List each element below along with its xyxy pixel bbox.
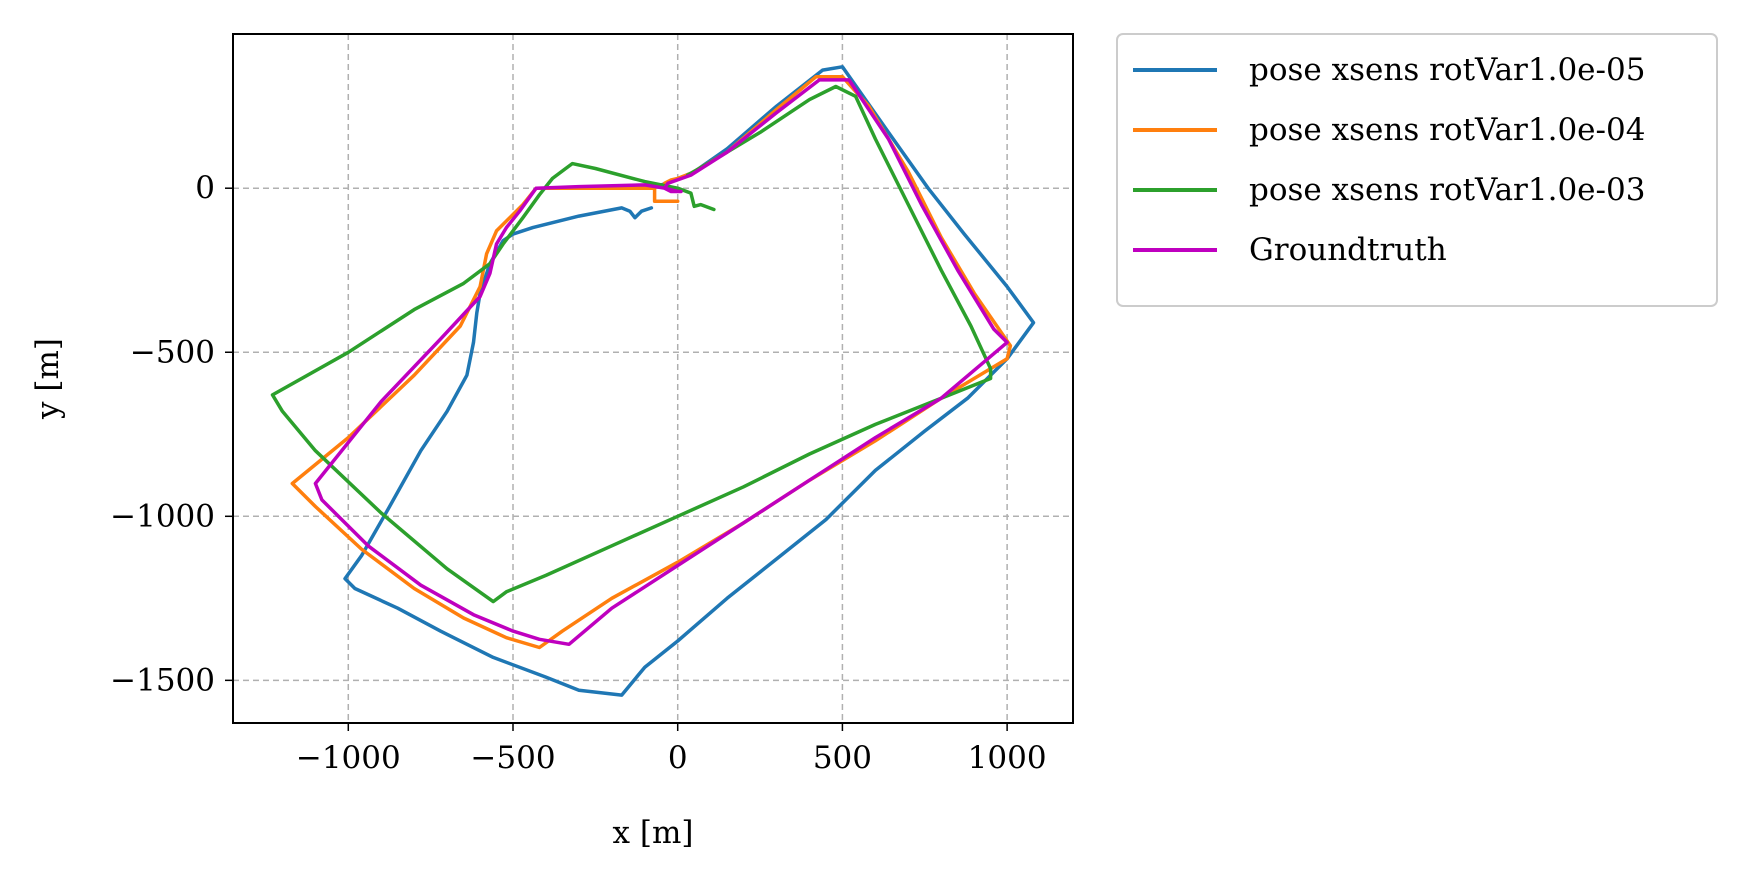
y-tick-label: 0 bbox=[195, 170, 215, 206]
series-line-3 bbox=[313, 78, 1009, 647]
x-tick-label: 1000 bbox=[968, 740, 1047, 776]
y-tick-label: −1500 bbox=[110, 662, 215, 698]
y-axis-label: y [m] bbox=[30, 338, 66, 420]
x-tick-label: 0 bbox=[668, 740, 688, 776]
legend-label-2: pose xsens rotVar1.0e-03 bbox=[1249, 172, 1645, 208]
series-lines bbox=[270, 65, 1036, 697]
grid bbox=[233, 34, 1073, 723]
series-line-2 bbox=[270, 84, 993, 604]
legend: pose xsens rotVar1.0e-05 pose xsens rotVa… bbox=[1116, 33, 1718, 307]
plot-frame bbox=[232, 33, 1074, 724]
legend-label-3: Groundtruth bbox=[1249, 232, 1447, 268]
x-tick-label: −1000 bbox=[296, 740, 401, 776]
x-tick-label: 500 bbox=[813, 740, 872, 776]
x-tick-label: −500 bbox=[470, 740, 555, 776]
legend-label-1: pose xsens rotVar1.0e-04 bbox=[1249, 112, 1645, 148]
x-axis-ticks: −1000 −500 0 500 1000 bbox=[296, 723, 1047, 776]
y-tick-label: −1000 bbox=[110, 498, 215, 534]
x-axis-label: x [m] bbox=[613, 815, 694, 851]
series-line-1 bbox=[290, 74, 1013, 650]
legend-box bbox=[1116, 33, 1718, 307]
y-tick-label: −500 bbox=[130, 334, 215, 370]
y-axis-ticks: 0 −500 −1000 −1500 bbox=[110, 170, 233, 698]
legend-label-0: pose xsens rotVar1.0e-05 bbox=[1249, 52, 1645, 88]
